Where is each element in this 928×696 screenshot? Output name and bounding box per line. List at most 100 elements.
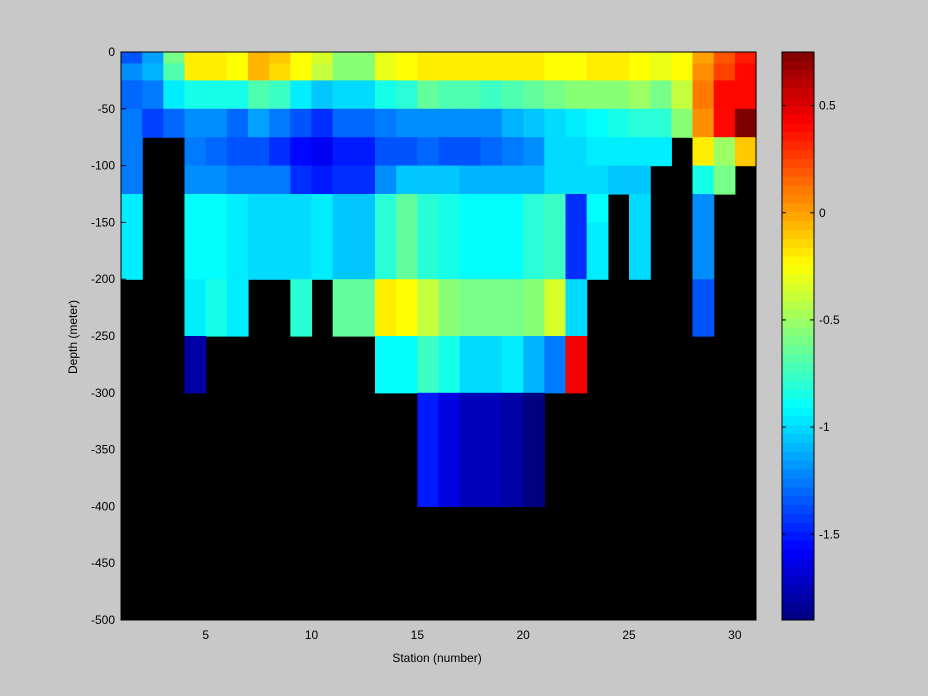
colorbar-swatch <box>782 87 814 97</box>
heatmap-cell <box>353 279 376 337</box>
heatmap-cell <box>396 222 418 280</box>
heatmap-cell <box>353 108 376 138</box>
heatmap-cell <box>544 80 567 110</box>
heatmap-cell <box>502 63 524 81</box>
heatmap-cell <box>375 336 397 394</box>
heatmap-cell <box>523 137 545 167</box>
heatmap-cell <box>226 279 249 337</box>
heatmap-cell <box>523 52 545 64</box>
heatmap-cell <box>480 80 503 110</box>
heatmap-cell <box>502 80 524 110</box>
heatmap-cell <box>607 52 630 64</box>
heatmap-cell <box>565 80 588 110</box>
heatmap-cell <box>502 194 524 223</box>
heatmap-cell <box>248 108 270 138</box>
heatmap-cell <box>269 52 291 64</box>
heatmap-cell <box>523 279 545 337</box>
heatmap-cell <box>692 63 715 81</box>
colorbar-swatch <box>782 69 814 80</box>
heatmap-cell <box>607 80 630 110</box>
colorbar-swatch <box>782 247 814 257</box>
heatmap-cell <box>417 165 440 195</box>
x-tick-label: 30 <box>728 628 742 642</box>
heatmap-cell <box>523 222 545 280</box>
heatmap-cell <box>438 108 461 138</box>
heatmap-cell <box>184 137 207 167</box>
heatmap-cell <box>459 222 482 280</box>
heatmap-cell <box>459 194 482 223</box>
heatmap-cell <box>692 108 715 138</box>
heatmap-cell <box>184 279 207 337</box>
heatmap-cell <box>163 108 186 138</box>
heatmap-cell <box>629 194 651 223</box>
heatmap-cell <box>544 52 567 64</box>
heatmap-cell <box>269 222 291 280</box>
heatmap-cell <box>375 194 397 223</box>
heatmap-cell <box>121 63 143 81</box>
x-tick-label: 25 <box>622 628 636 642</box>
heatmap-cell <box>692 165 715 195</box>
heatmap-cell <box>142 52 164 64</box>
heatmap-cell <box>438 336 461 394</box>
heatmap-cell <box>163 63 186 81</box>
heatmap-cell <box>480 137 503 167</box>
colorbar-swatch <box>782 389 814 399</box>
heatmap-cell <box>502 165 524 195</box>
heatmap-cell <box>226 63 249 81</box>
heatmap-cell <box>142 80 164 110</box>
heatmap-cell <box>248 194 270 223</box>
colorbar-swatch <box>782 211 814 222</box>
heatmap-cell <box>375 165 397 195</box>
heatmap-cell <box>544 165 567 195</box>
colorbar-swatch <box>782 540 814 550</box>
heatmap-cell <box>565 194 588 223</box>
heatmap-cell <box>438 137 461 167</box>
heatmap-cell <box>480 165 503 195</box>
heatmap-cell <box>544 137 567 167</box>
heatmap-cell <box>184 63 207 81</box>
colorbar-swatch <box>782 557 814 568</box>
heatmap-cell <box>523 392 545 507</box>
heatmap-cell <box>311 52 334 64</box>
colorbar-swatch <box>782 531 814 541</box>
heatmap-cell <box>650 52 672 64</box>
colorbar-swatch <box>782 353 814 364</box>
heatmap-cell <box>713 52 736 64</box>
colorbar-swatch <box>782 504 814 514</box>
colorbar-swatch <box>782 300 814 310</box>
heatmap-cell <box>311 165 334 195</box>
colorbar-swatch <box>782 398 814 408</box>
colorbar-swatch <box>782 273 814 284</box>
heatmap-cell <box>375 108 397 138</box>
colorbar-swatch <box>782 371 814 381</box>
heatmap-cell <box>459 279 482 337</box>
heatmap-cell <box>565 222 588 280</box>
heatmap-cell <box>650 63 672 81</box>
colorbar-swatch <box>782 380 814 390</box>
heatmap-cell <box>607 63 630 81</box>
heatmap-cell <box>629 80 651 110</box>
heatmap-cell <box>480 108 503 138</box>
heatmap-cell <box>713 108 736 138</box>
colorbar-swatch <box>782 469 814 479</box>
heatmap-cell <box>523 63 545 81</box>
heatmap-cell <box>375 52 397 64</box>
heatmap-cell <box>692 194 715 223</box>
heatmap-cell <box>290 165 313 195</box>
heatmap-cell <box>269 80 291 110</box>
colorbar-swatch <box>782 513 814 523</box>
heatmap-cell <box>184 80 207 110</box>
y-tick-label: -200 <box>91 272 115 286</box>
axes: 5 10 15 20 25 30 0 -50 -100 -150 -200 -250 -300 -350 -… <box>91 45 757 642</box>
colorbar: 0.5 0 -0.5 -1 -1.5 <box>781 51 840 621</box>
colorbar-swatch <box>782 105 814 115</box>
colorbar-swatch <box>782 575 814 585</box>
heatmap-cell <box>269 165 291 195</box>
colorbar-swatch <box>782 194 814 204</box>
heatmap-cell <box>459 137 482 167</box>
heatmap-cell <box>226 108 249 138</box>
heatmap-cell <box>290 222 313 280</box>
heatmap-cell <box>671 63 694 81</box>
heatmap-cell <box>417 108 440 138</box>
